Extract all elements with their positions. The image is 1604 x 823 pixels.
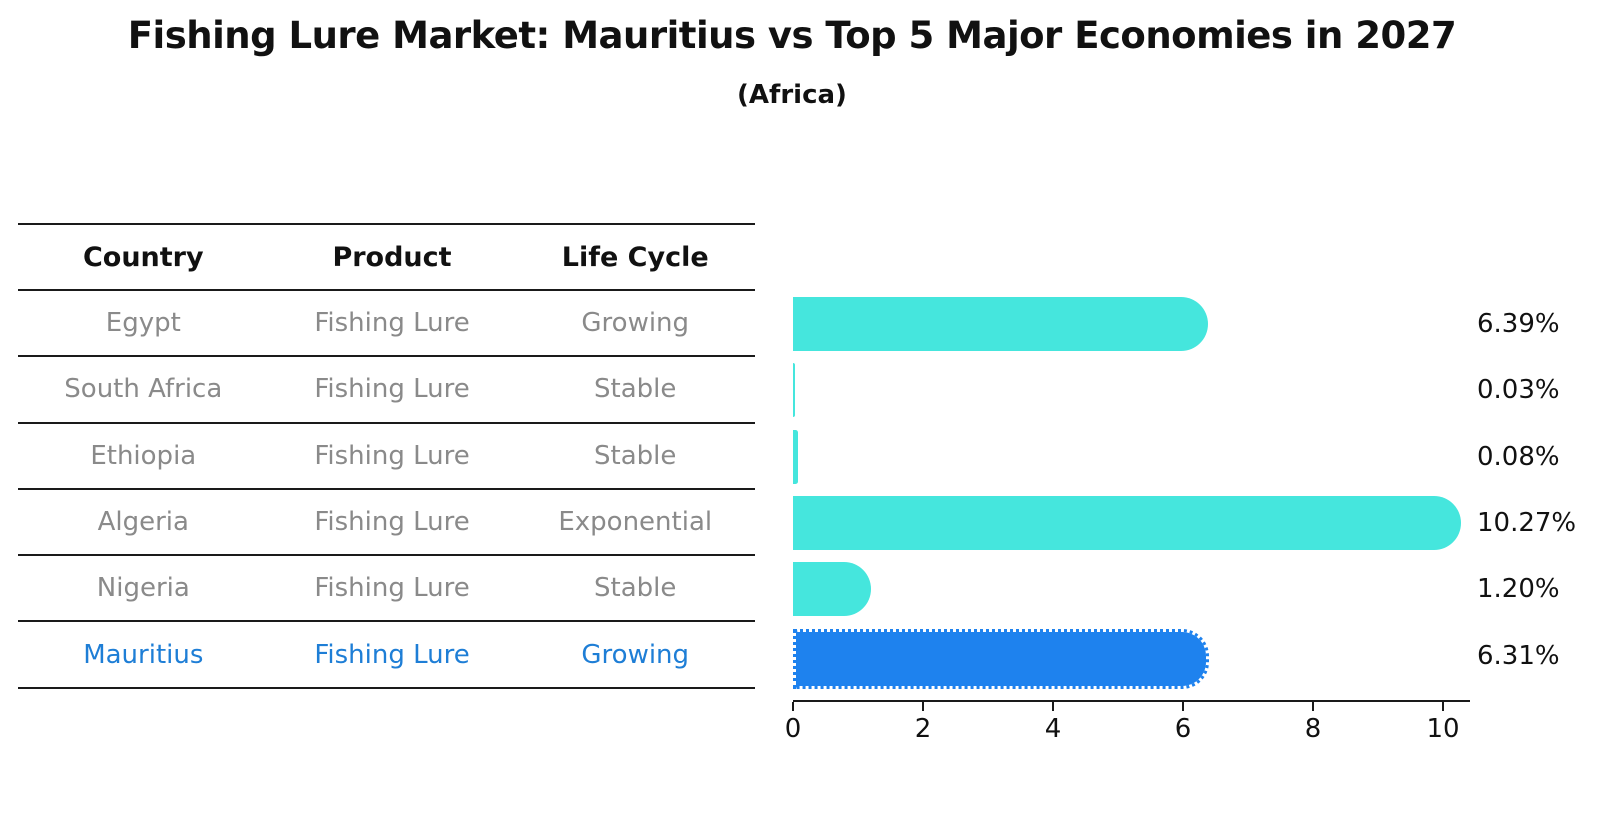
product-cell: Fishing Lure <box>314 507 470 538</box>
bar-value-label: 0.03% <box>1477 375 1560 406</box>
table-row: South Africa Fishing Lure Stable <box>18 357 755 424</box>
x-tick-label: 0 <box>784 714 802 744</box>
x-tick-label: 10 <box>1426 714 1460 744</box>
x-tick-mark <box>1442 702 1444 711</box>
bar-algeria <box>793 495 1461 550</box>
chart-subtitle: (Africa) <box>737 80 847 110</box>
product-cell: Fishing Lure <box>314 308 470 339</box>
table-row: Algeria Fishing Lure Exponential <box>18 490 755 557</box>
country-cell: Algeria <box>97 507 189 538</box>
product-cell: Fishing Lure <box>314 440 470 471</box>
x-tick-mark <box>1052 702 1054 711</box>
bar-ethiopia <box>793 429 798 484</box>
product-cell: Fishing Lure <box>314 573 470 604</box>
x-tick-mark <box>1312 702 1314 711</box>
bar-value-label: 1.20% <box>1477 574 1560 605</box>
x-axis-line <box>793 700 1470 702</box>
bar-egypt <box>793 297 1208 351</box>
country-cell: Ethiopia <box>90 440 197 471</box>
life-cycle-cell: Stable <box>594 374 677 405</box>
bar-mauritius <box>793 628 1209 689</box>
life-cycle-cell: Growing <box>581 639 690 670</box>
bar-nigeria <box>793 562 871 617</box>
country-cell: Egypt <box>105 308 181 339</box>
x-tick-label: 4 <box>1044 714 1062 744</box>
chart-title: Fishing Lure Market: Mauritius vs Top 5 … <box>127 14 1457 57</box>
table-row: Ethiopia Fishing Lure Stable <box>18 424 755 490</box>
table-header-cell: Country <box>82 241 204 273</box>
bar-south-africa <box>793 363 795 418</box>
bar-value-label: 6.31% <box>1477 640 1560 671</box>
country-table: Country Product Life Cycle Egypt Fishing Lu… <box>18 223 755 689</box>
x-tick-label: 6 <box>1174 714 1192 744</box>
bar-value-label: 10.27% <box>1477 507 1577 538</box>
country-cell: Nigeria <box>96 573 190 604</box>
table-header-row: Country Product Life Cycle <box>18 225 755 291</box>
x-tick-label: 8 <box>1304 714 1322 744</box>
x-tick-mark <box>922 702 924 711</box>
x-tick-mark <box>1182 702 1184 711</box>
life-cycle-cell: Stable <box>594 440 677 471</box>
country-cell: South Africa <box>64 374 223 405</box>
table-row: Egypt Fishing Lure Growing <box>18 291 755 358</box>
bar-value-label: 6.39% <box>1477 309 1560 339</box>
bar-value-label: 0.08% <box>1477 441 1560 472</box>
x-tick-mark <box>792 702 794 711</box>
table-header-cell: Product <box>332 241 452 273</box>
life-cycle-cell: Stable <box>594 573 677 604</box>
product-cell: Fishing Lure <box>314 639 470 670</box>
x-tick-label: 2 <box>914 714 932 744</box>
table-header-cell: Life Cycle <box>561 241 709 273</box>
table-row: Nigeria Fishing Lure Stable <box>18 556 755 623</box>
table-row: Mauritius Fishing Lure Growing <box>18 622 755 689</box>
life-cycle-cell: Growing <box>581 308 690 339</box>
country-cell: Mauritius <box>83 639 204 670</box>
product-cell: Fishing Lure <box>314 374 470 405</box>
life-cycle-cell: Exponential <box>558 507 713 538</box>
